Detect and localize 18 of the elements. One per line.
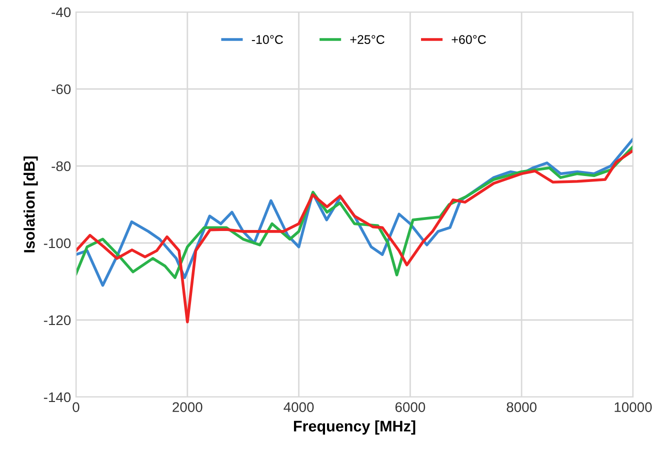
x-tick-label: 8000 [506, 402, 537, 412]
x-axis-title: Frequency [MHz] [294, 420, 416, 435]
line-series [76, 149, 633, 324]
legend-label: +60°C [452, 35, 486, 44]
y-tick-label: -80 [52, 161, 71, 172]
legend-label: +25°C [350, 35, 384, 44]
x-tick-label: 0 [72, 402, 80, 412]
x-tick-label: 6000 [395, 402, 426, 412]
y-tick-label: -40 [52, 7, 71, 18]
x-tick-label: 10000 [614, 402, 652, 412]
x-tick-label: 2000 [172, 402, 202, 412]
y-tick-label: -100 [44, 238, 71, 248]
x-tick-label: 4000 [284, 402, 314, 412]
y-tick-label: -120 [44, 315, 71, 326]
legend-label: -10°C [252, 35, 283, 44]
y-tick-label: -140 [44, 392, 71, 402]
y-tick-label: -60 [52, 84, 71, 94]
y-axis-title: Isolation [dB] [24, 156, 38, 252]
